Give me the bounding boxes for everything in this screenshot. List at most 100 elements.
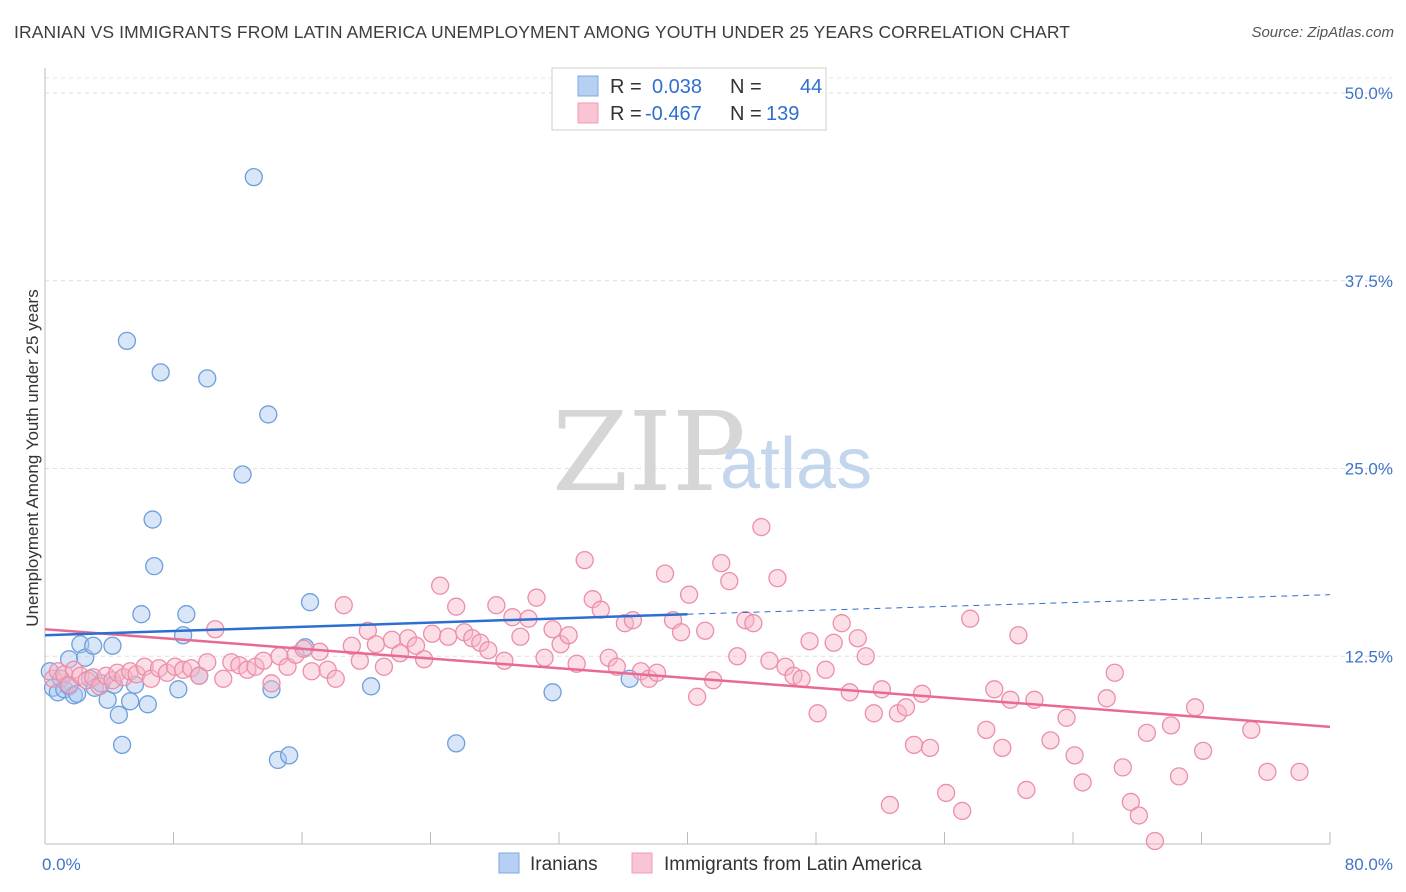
latin-america-point-36 bbox=[302, 662, 321, 681]
legend-n-value-2: 139 bbox=[766, 103, 799, 125]
latin-america-point-64 bbox=[527, 588, 546, 607]
iranians-point-43 bbox=[543, 683, 562, 702]
iranians-point-25 bbox=[143, 510, 162, 529]
watermark-atlas: atlas bbox=[720, 424, 872, 504]
y-tick-label-0: 12.5% bbox=[1345, 647, 1393, 666]
latin-america-point-133 bbox=[1137, 723, 1157, 743]
iranians-point-41 bbox=[361, 677, 381, 696]
latin-america-point-131 bbox=[1121, 792, 1140, 812]
latin-america-point-115 bbox=[953, 801, 972, 821]
iranians-point-30 bbox=[177, 605, 196, 624]
y-tick-labels: 12.5% 25.0% 37.5% 50.0% bbox=[1345, 84, 1393, 666]
latin-america-point-103 bbox=[840, 683, 859, 702]
iranians-point-19 bbox=[112, 735, 132, 755]
latin-america-point-76 bbox=[623, 611, 643, 630]
latin-america-point-121 bbox=[1009, 626, 1028, 645]
latin-america-point-136 bbox=[1169, 767, 1189, 786]
latin-america-point-47 bbox=[390, 644, 410, 663]
latin-america-point-113 bbox=[920, 738, 940, 758]
latin-america-point-129 bbox=[1105, 663, 1124, 682]
latin-america-point-80 bbox=[655, 564, 675, 583]
latin-america-point-51 bbox=[422, 624, 442, 643]
latin-america-point-125 bbox=[1057, 708, 1076, 727]
source-credit: Source: ZipAtlas.com bbox=[1251, 24, 1394, 41]
iranians-point-28 bbox=[169, 680, 188, 699]
iranians-point-12 bbox=[84, 636, 103, 655]
latin-america-point-53 bbox=[439, 627, 458, 646]
legend-n-label-1: N = bbox=[730, 76, 762, 98]
latin-america-point-135 bbox=[1161, 716, 1181, 735]
latin-america-point-132 bbox=[1129, 806, 1149, 825]
latin-america-point-138 bbox=[1193, 741, 1213, 761]
iranians-point-20 bbox=[117, 331, 137, 350]
latin-america-point-43 bbox=[358, 621, 378, 640]
iranians-point-40 bbox=[300, 593, 320, 612]
latin-america-point-45 bbox=[374, 657, 394, 676]
iranians-point-37 bbox=[268, 750, 288, 770]
legend-r-label-2: R = bbox=[610, 103, 642, 125]
iranians-point-42 bbox=[447, 734, 466, 753]
legend-r-value-1: 0.038 bbox=[652, 76, 702, 98]
latin-america-point-126 bbox=[1065, 746, 1084, 765]
latin-america-point-79 bbox=[647, 663, 667, 682]
latin-america-point-114 bbox=[936, 783, 956, 803]
latin-america-point-128 bbox=[1097, 689, 1116, 708]
iranians-point-35 bbox=[259, 405, 278, 424]
latin-america-point-102 bbox=[832, 614, 851, 633]
latin-america-point-98 bbox=[800, 632, 819, 651]
latin-america-point-119 bbox=[993, 738, 1012, 758]
series-legend: Iranians Immigrants from Latin America bbox=[498, 852, 922, 875]
latin-america-point-85 bbox=[696, 621, 715, 640]
legend-swatch-latin-america bbox=[577, 102, 599, 124]
latin-america-point-65 bbox=[535, 648, 554, 667]
latin-america-point-108 bbox=[880, 795, 900, 815]
latin-america-point-107 bbox=[872, 680, 892, 699]
latin-america-point-54 bbox=[447, 597, 466, 616]
latin-america-point-49 bbox=[406, 636, 426, 655]
latin-america-point-41 bbox=[342, 636, 361, 655]
watermark-zip: ZIP bbox=[552, 388, 746, 516]
y-tick-label-3: 50.0% bbox=[1345, 84, 1393, 103]
bottom-legend-iranians: Iranians bbox=[530, 854, 598, 875]
latin-america-point-94 bbox=[768, 569, 787, 588]
y-tick-label-1: 25.0% bbox=[1345, 460, 1393, 479]
latin-america-point-100 bbox=[816, 660, 835, 679]
latin-america-point-68 bbox=[559, 626, 578, 645]
latin-america-point-117 bbox=[977, 720, 996, 740]
iranians-point-21 bbox=[120, 692, 140, 711]
latin-america-point-84 bbox=[687, 687, 707, 706]
iranians-trend-line bbox=[44, 612, 688, 637]
iranians-points bbox=[40, 167, 639, 770]
latin-america-point-112 bbox=[912, 684, 932, 703]
latin-america-point-118 bbox=[985, 680, 1004, 699]
latin-america-point-120 bbox=[1001, 690, 1020, 709]
latin-america-point-59 bbox=[487, 596, 506, 615]
latin-america-point-52 bbox=[430, 576, 450, 595]
latin-america-point-99 bbox=[808, 704, 827, 723]
latin-america-point-91 bbox=[744, 614, 763, 633]
latin-america-point-127 bbox=[1073, 773, 1092, 792]
legend-n-label-2: N = bbox=[730, 103, 762, 125]
bottom-legend-swatch-iranians bbox=[498, 852, 520, 874]
latin-america-point-61 bbox=[503, 608, 522, 627]
latin-america-point-74 bbox=[607, 657, 626, 676]
iranians-point-23 bbox=[132, 605, 151, 624]
chart-title: IRANIAN VS IMMIGRANTS FROM LATIN AMERICA… bbox=[14, 22, 1071, 42]
latin-america-point-60 bbox=[495, 651, 514, 670]
latin-america-point-110 bbox=[896, 698, 916, 717]
y-axis-label: Unemployment Among Youth under 25 years bbox=[23, 289, 42, 626]
latin-america-point-70 bbox=[575, 550, 594, 570]
legend-n-value-1: 44 bbox=[800, 76, 822, 98]
latin-america-point-140 bbox=[1258, 762, 1277, 782]
correlation-legend: R = 0.038 N = 44 R = -0.467 N = 139 bbox=[551, 67, 827, 131]
bottom-legend-latin-america: Immigrants from Latin America bbox=[664, 854, 922, 875]
bottom-legend-swatch-latin-america bbox=[631, 852, 653, 874]
latin-america-point-23 bbox=[198, 653, 217, 672]
latin-america-point-58 bbox=[479, 641, 498, 660]
latin-america-point-31 bbox=[262, 674, 281, 693]
legend-r-label-1: R = bbox=[610, 76, 642, 98]
y-tick-label-2: 37.5% bbox=[1345, 272, 1393, 291]
latin-america-point-69 bbox=[567, 654, 586, 673]
latin-america-point-25 bbox=[214, 669, 233, 688]
